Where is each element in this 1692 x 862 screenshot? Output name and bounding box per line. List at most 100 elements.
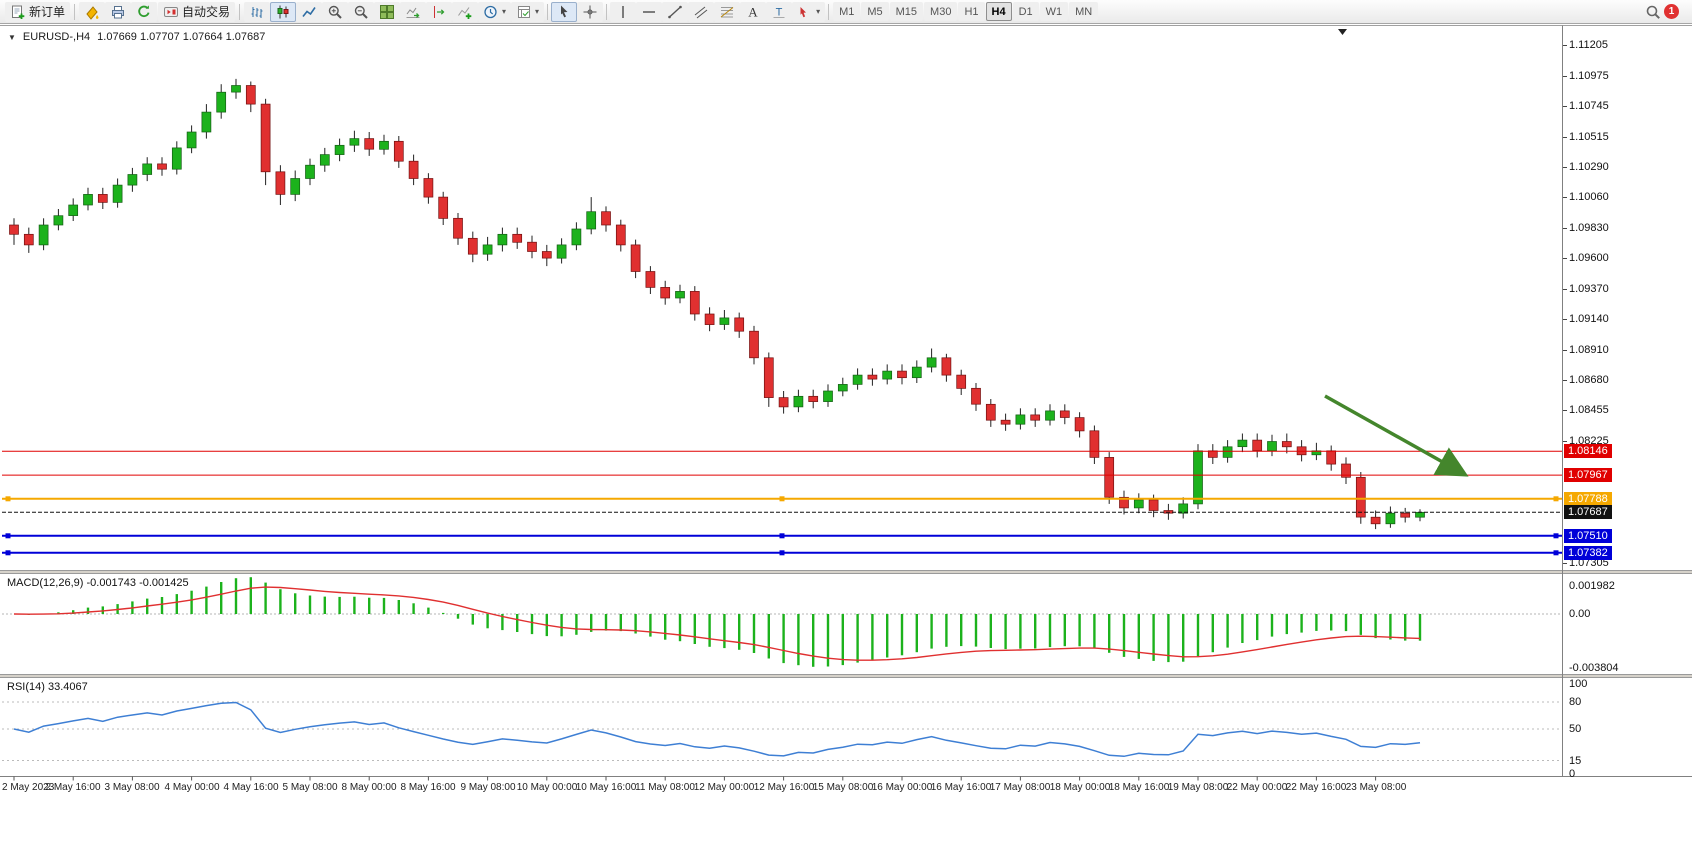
timeframe-m15-button[interactable]: M15 [889, 2, 924, 21]
price-tick-label: 1.08680 [1569, 374, 1609, 386]
refresh-button[interactable] [131, 1, 158, 22]
bar-chart-icon [249, 4, 265, 20]
price-tick-label: 1.09830 [1569, 222, 1609, 234]
line-chart-icon [301, 4, 317, 20]
refresh-icon [136, 4, 152, 20]
time-axis-label: 22 May 16:00 [1285, 782, 1347, 793]
chart-plot[interactable] [0, 24, 1692, 862]
time-axis-label: 10 May 16:00 [575, 782, 637, 793]
templates-button[interactable]: ▾ [511, 1, 545, 22]
toolbar-separator [547, 3, 549, 20]
price-tick-mark [1563, 350, 1567, 351]
notification-badge[interactable]: 1 [1664, 4, 1679, 19]
blue-support-line-upper[interactable] [2, 533, 1562, 539]
trendline-button[interactable] [662, 1, 689, 22]
price-tick-mark [1563, 228, 1567, 229]
rsi-name: RSI(14) [7, 681, 45, 693]
add-indicator-button[interactable] [452, 1, 479, 22]
price-tick-mark [1563, 258, 1567, 259]
text-tool-button[interactable]: A [740, 1, 767, 22]
zoom-out-button[interactable] [348, 1, 375, 22]
horizontal-line-button[interactable] [636, 1, 663, 22]
time-axis-label: 2 May 2023 [2, 782, 55, 793]
new-order-button[interactable]: 新订单 [5, 1, 71, 22]
print-preview-button[interactable] [105, 1, 132, 22]
auto-trading-button[interactable]: 自动交易 [158, 1, 236, 22]
search-icon[interactable] [1645, 4, 1661, 20]
price-tick-mark [1563, 563, 1567, 564]
style-bucket-icon [84, 4, 100, 20]
timeframe-h4-button[interactable]: H4 [985, 2, 1012, 21]
timeframe-m30-button[interactable]: M30 [924, 2, 958, 21]
time-axis[interactable]: 2 May 2023 2 May 16:00 3 May 08:00 4 May 00… [0, 779, 1692, 801]
print-preview-icon [110, 4, 126, 20]
channel-button[interactable] [688, 1, 715, 22]
text-tool-icon: A [745, 4, 761, 20]
tile-windows-button[interactable] [374, 1, 401, 22]
macd-indicator-label: MACD(12,26,9) -0.001743 -0.001425 [7, 577, 189, 589]
rsi-axis-label: 0 [1569, 768, 1576, 780]
rsi-line [13, 701, 1421, 758]
price-line-badge: 1.08146 [1564, 444, 1612, 458]
macd-axis-min: -0.003804 [1569, 662, 1619, 674]
chart-shift-button[interactable] [426, 1, 453, 22]
auto-trading-label: 自动交易 [182, 5, 231, 19]
timeframe-d1-button[interactable]: D1 [1012, 2, 1039, 21]
bar-chart-button[interactable] [244, 1, 271, 22]
periods-clock-icon [483, 4, 499, 20]
new-order-icon [10, 4, 26, 20]
timeframe-mn-button[interactable]: MN [1069, 2, 1099, 21]
time-axis-label: 9 May 08:00 [460, 782, 516, 793]
price-line-badge: 1.07788 [1564, 492, 1612, 506]
auto-scroll-icon [405, 4, 421, 20]
timeframe-w1-button[interactable]: W1 [1039, 2, 1069, 21]
chart-symbol-period: EURUSD-,H4 [22, 31, 91, 43]
chart-shift-marker[interactable] [1338, 29, 1347, 35]
fibonacci-button[interactable] [714, 1, 741, 22]
orange-support-line[interactable] [2, 496, 1562, 502]
timeframe-m5-button[interactable]: M5 [861, 2, 889, 21]
candle-chart-button[interactable] [270, 1, 297, 22]
rsi-axis-label: 100 [1569, 678, 1588, 690]
style-bucket-button[interactable] [79, 1, 106, 22]
fibonacci-icon [719, 4, 735, 20]
zoom-in-button[interactable] [322, 1, 349, 22]
horizontal-line-icon [641, 4, 657, 20]
periods-clock-button[interactable]: ▾ [478, 1, 512, 22]
trend-arrow-object[interactable] [1324, 394, 1469, 477]
rsi-axis-label: 80 [1569, 696, 1582, 708]
price-tick-label: 1.09600 [1569, 252, 1609, 264]
blue-support-line-lower[interactable] [2, 550, 1562, 556]
time-axis-label: 10 May 00:00 [516, 782, 578, 793]
price-line-badge: 1.07382 [1564, 546, 1612, 560]
line-chart-button[interactable] [296, 1, 323, 22]
price-tick-mark [1563, 197, 1567, 198]
toolbar-separator [74, 3, 76, 20]
price-tick-mark [1563, 380, 1567, 381]
trendline-icon [667, 4, 683, 20]
chart-shift-icon [431, 4, 447, 20]
auto-scroll-button[interactable] [400, 1, 427, 22]
price-tick-mark [1563, 45, 1567, 46]
time-axis-label: 8 May 00:00 [341, 782, 397, 793]
svg-text:T: T [776, 6, 783, 18]
cursor-button[interactable] [551, 1, 578, 22]
time-axis-label: 16 May 00:00 [871, 782, 933, 793]
arrow-tools-button[interactable]: ▾ [792, 1, 826, 22]
chart-header: ▼ EURUSD-,H4 1.07669 1.07707 1.07664 1.0… [8, 31, 265, 43]
label-tool-button[interactable]: T [766, 1, 793, 22]
chevron-down-icon: ▾ [535, 6, 540, 16]
price-tick-label: 1.10745 [1569, 100, 1609, 112]
time-axis-label: 22 May 00:00 [1226, 782, 1288, 793]
tile-windows-icon [379, 4, 395, 20]
vertical-line-button[interactable] [610, 1, 637, 22]
timeframe-m1-button[interactable]: M1 [833, 2, 861, 21]
timeframe-h1-button[interactable]: H1 [958, 2, 985, 21]
collapse-triangle-icon[interactable]: ▼ [8, 32, 16, 42]
price-tick-label: 1.10975 [1569, 70, 1609, 82]
price-tick-label: 1.07305 [1569, 557, 1609, 569]
crosshair-button[interactable] [577, 1, 604, 22]
price-line-badge: 1.07687 [1564, 505, 1612, 519]
macd-values: -0.001743 -0.001425 [86, 577, 189, 589]
macd-signal-line [13, 586, 1421, 661]
